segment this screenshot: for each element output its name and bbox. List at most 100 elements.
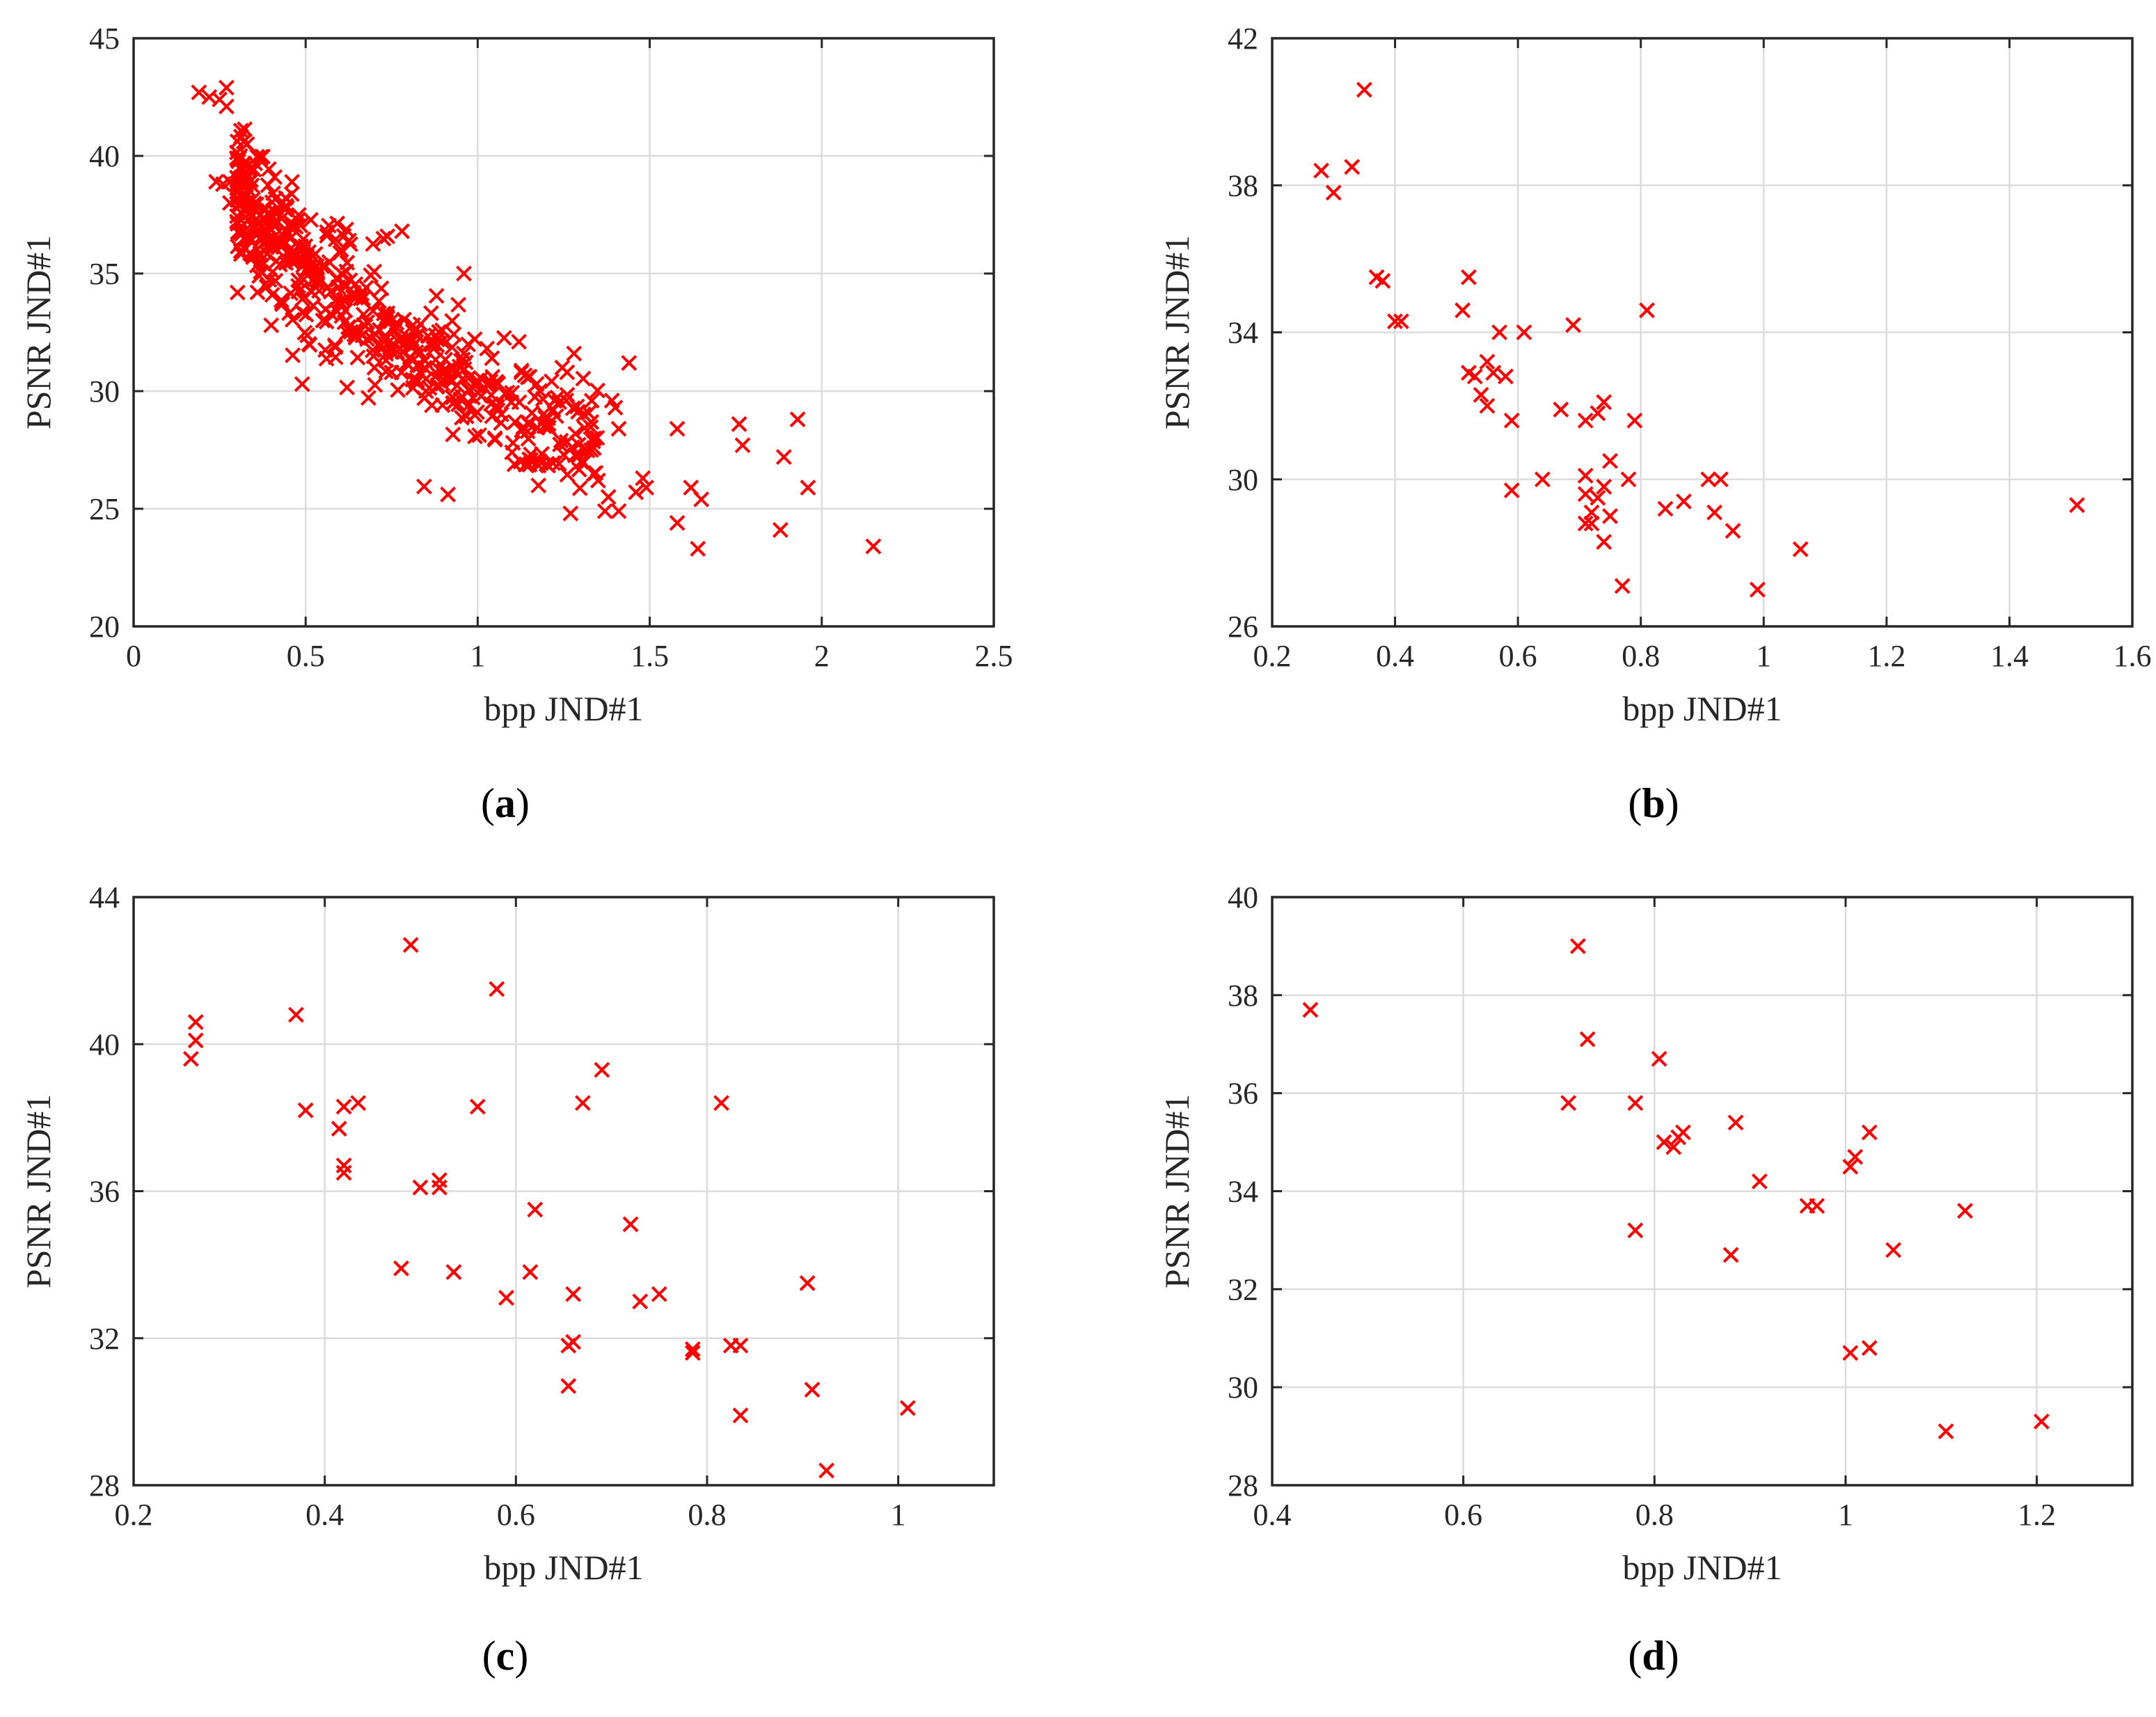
x-axis-label: bpp JND#1 — [1622, 689, 1782, 728]
data-point — [1473, 386, 1489, 403]
ticks: 0.2 0.4 0.6 0.8 1 1.2 1.4 1.6 26 30 34 38 42 — [1228, 22, 2152, 673]
data-point — [1565, 317, 1582, 333]
data-point — [1577, 515, 1594, 532]
data-point — [596, 503, 613, 519]
data-point-cluster — [327, 231, 344, 248]
data-point — [1560, 1095, 1577, 1111]
data-point-cluster — [469, 372, 486, 389]
data-point-cluster — [329, 271, 346, 288]
data-point — [1590, 405, 1606, 422]
data-point — [635, 470, 651, 486]
data-point-cluster — [342, 324, 359, 340]
data-point-cluster — [582, 419, 599, 436]
data-point-cluster — [479, 340, 496, 357]
data-point-cluster — [377, 328, 394, 345]
data-point-cluster — [558, 434, 575, 450]
data-point-cluster — [484, 369, 501, 385]
data-point-cluster — [360, 390, 376, 406]
data-point — [799, 1275, 816, 1291]
data-point-cluster — [302, 258, 319, 275]
data-point — [538, 418, 555, 435]
x-tick-label: 1 — [891, 1498, 906, 1532]
data-point-cluster — [363, 267, 379, 283]
data-point-cluster — [437, 363, 454, 380]
data-point-cluster — [583, 393, 600, 409]
data-point-cluster — [294, 304, 311, 321]
data-point-cluster — [383, 344, 400, 361]
data-point — [1676, 493, 1692, 509]
data-point-cluster — [397, 333, 414, 350]
data-point — [1809, 1198, 1825, 1214]
data-point — [610, 503, 627, 519]
data-point — [1491, 324, 1508, 340]
y-tick-label: 35 — [89, 257, 120, 291]
data-point-cluster — [229, 284, 246, 301]
data-point — [732, 1337, 749, 1354]
data-point — [1614, 578, 1631, 594]
data-point-cluster — [367, 377, 383, 393]
data-point-cluster — [544, 373, 560, 390]
data-point-cluster — [527, 389, 544, 405]
data-point — [469, 1098, 486, 1115]
data-point — [263, 317, 280, 333]
data-point — [249, 284, 266, 301]
x-tick-label: 0.5 — [287, 639, 325, 673]
data-point — [1842, 1158, 1859, 1175]
data-point — [1479, 354, 1496, 370]
x-tick-label: 1 — [470, 639, 485, 673]
y-tick-label: 36 — [89, 1175, 120, 1209]
data-point — [1479, 397, 1496, 414]
data-point — [1596, 478, 1612, 495]
y-tick-label: 38 — [1228, 168, 1258, 203]
data-point-cluster — [344, 289, 361, 306]
x-tick-label: 0.2 — [115, 1498, 153, 1532]
data-point — [1596, 534, 1612, 550]
x-tick-label: 1.5 — [631, 639, 669, 673]
data-point-cluster — [454, 388, 471, 405]
data-point-cluster — [349, 349, 366, 366]
data-point — [191, 84, 207, 101]
data-point-cluster — [521, 416, 537, 433]
data-point-cluster — [445, 326, 462, 342]
data-point-cluster — [309, 272, 326, 288]
data-point — [1657, 500, 1674, 517]
data-point — [565, 1285, 582, 1302]
x-tick-label: 1.2 — [1867, 639, 1905, 673]
data-point — [1393, 313, 1409, 330]
x-tick-label: 0.6 — [1444, 1498, 1482, 1532]
data-point — [1387, 313, 1403, 330]
data-point — [1713, 471, 1729, 488]
y-tick-label: 40 — [89, 139, 120, 173]
y-tick-label: 42 — [1228, 22, 1258, 56]
data-point-cluster — [484, 350, 500, 367]
panel-a: 0 0.5 1 1.5 2 2.5 20 25 30 35 40 45 bpp JND#1 PSNR JN… — [0, 0, 1078, 858]
data-point-cluster — [332, 244, 349, 261]
data-point-cluster — [261, 161, 277, 177]
data-point — [315, 312, 331, 329]
data-point-cluster — [553, 432, 569, 449]
data-point-cluster — [586, 430, 603, 447]
data-point — [559, 364, 576, 381]
y-tick-label: 38 — [1228, 979, 1258, 1013]
x-tick-label: 1 — [1838, 1498, 1853, 1532]
data-point-cluster — [232, 246, 249, 262]
data-point-cluster — [456, 361, 473, 377]
data-point — [628, 484, 644, 500]
data-point-cluster — [283, 186, 300, 203]
data-point — [575, 1095, 591, 1111]
x-tick-label: 0.6 — [497, 1498, 535, 1532]
data-point — [669, 514, 685, 531]
data-point-cluster — [379, 308, 395, 324]
data-point — [555, 446, 572, 463]
data-point-cluster — [467, 428, 484, 445]
data-point — [1590, 489, 1606, 506]
data-point — [573, 453, 589, 470]
x-tick-label: 0.2 — [1253, 639, 1292, 673]
data-point-cluster — [393, 364, 410, 381]
data-point — [489, 981, 505, 997]
data-point-cluster — [233, 225, 250, 242]
data-point — [393, 1260, 409, 1276]
data-point-cluster — [244, 177, 260, 193]
plot-area — [134, 38, 994, 626]
